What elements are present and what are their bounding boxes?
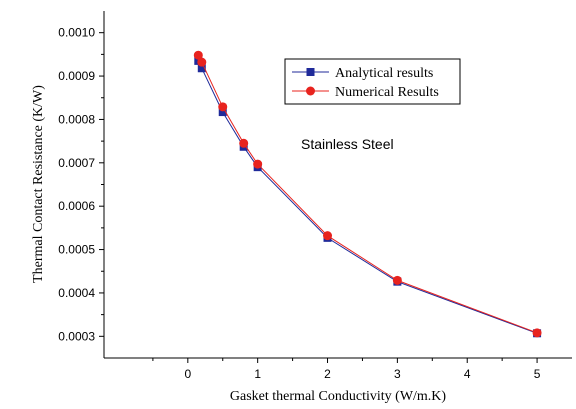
x-axis-title: Gasket thermal Conductivity (W/m.K) xyxy=(230,389,447,404)
series-layer xyxy=(193,50,542,338)
x-tick-label: 5 xyxy=(534,367,541,381)
series-2-point xyxy=(197,57,207,67)
legend-marker-1 xyxy=(306,68,315,76)
y-tick-label: 0.0005 xyxy=(58,243,95,257)
x-tick-label: 2 xyxy=(324,367,331,381)
series-2-point xyxy=(218,102,228,112)
series-2-point xyxy=(253,159,263,169)
series-1-point xyxy=(197,64,206,73)
series-2-point xyxy=(532,328,542,338)
series-line-2 xyxy=(197,54,538,334)
x-tick-label: 4 xyxy=(464,367,471,381)
x-tick-label: 0 xyxy=(184,367,191,381)
series-2-point xyxy=(392,275,402,285)
y-tick-label: 0.0007 xyxy=(58,156,95,170)
y-tick-label: 0.0010 xyxy=(58,26,95,40)
legend-label-2: Numerical Results xyxy=(335,85,439,100)
x-tick-label: 3 xyxy=(394,367,401,381)
y-tick-label: 0.0004 xyxy=(58,286,95,300)
y-axis-title: Thermal Contact Resistance (K/W) xyxy=(31,85,46,283)
y-tick-label: 0.0006 xyxy=(58,199,95,213)
series-2-point xyxy=(323,231,333,241)
series-2-point xyxy=(193,50,203,60)
axes: 0 1 2 3 4 5 0.0003 0.0004 0.0005 0.0006 0.0007 0.00… xyxy=(58,11,572,381)
series-line-1 xyxy=(197,60,538,334)
series-2-point xyxy=(239,138,249,148)
y-tick-label: 0.0009 xyxy=(58,69,95,83)
x-tick-label: 1 xyxy=(254,367,261,381)
annotation-stainless-steel: Stainless Steel xyxy=(301,136,394,152)
legend-marker-2 xyxy=(306,86,315,96)
legend-box xyxy=(284,58,461,105)
series-1-point xyxy=(218,108,227,117)
legend: Analytical results Numerical Results xyxy=(284,58,461,105)
y-tick-label: 0.0003 xyxy=(58,329,95,343)
legend-label-1: Analytical results xyxy=(335,66,433,81)
y-tick-label: 0.0008 xyxy=(58,112,95,126)
